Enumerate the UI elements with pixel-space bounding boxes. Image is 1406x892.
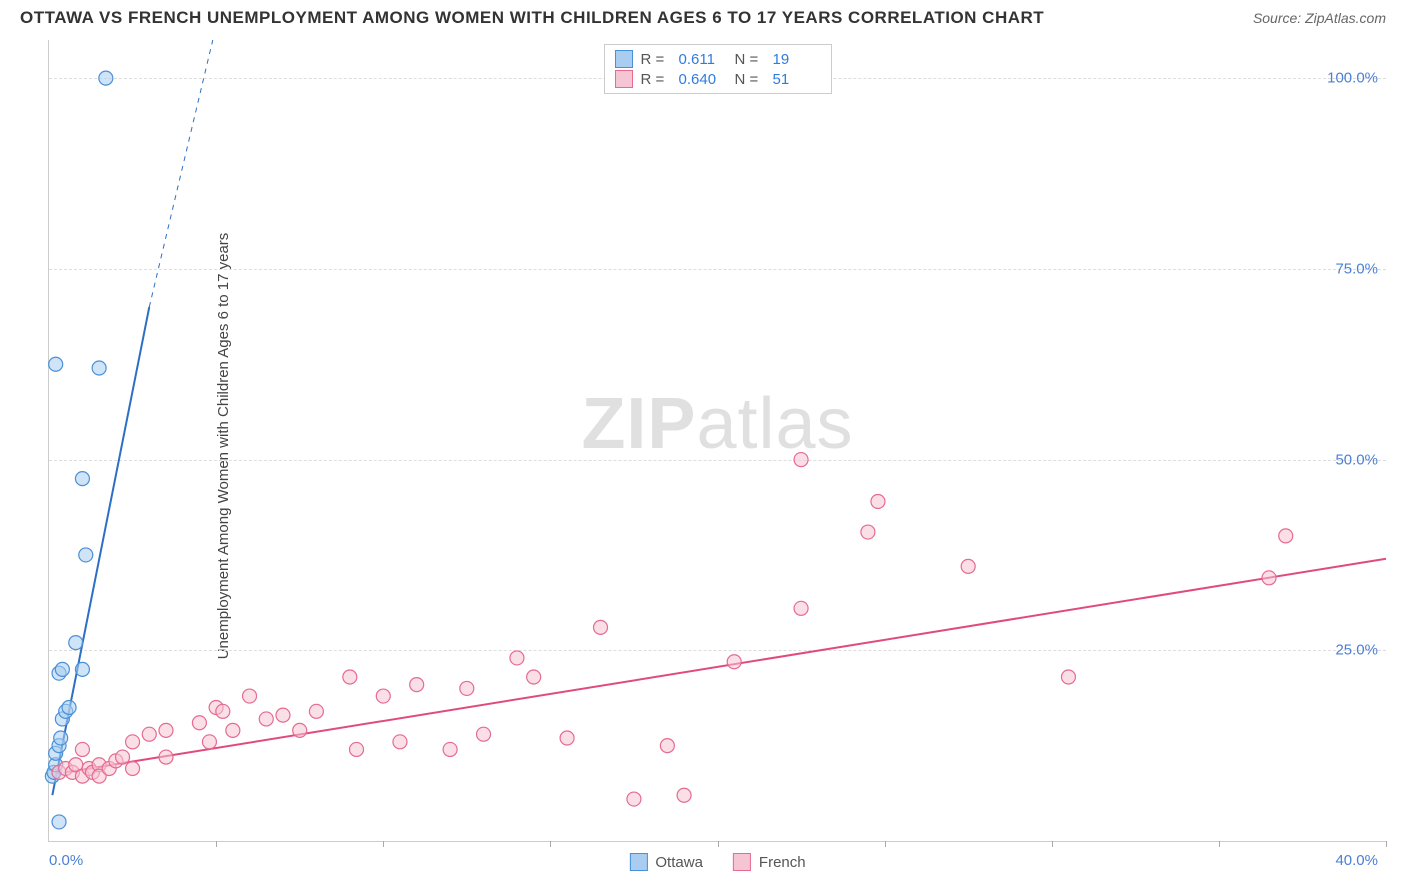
ottawa-data-point <box>75 472 89 486</box>
ottawa-data-point <box>55 662 69 676</box>
x-axis-min-label: 0.0% <box>49 852 83 869</box>
legend-item-ottawa: Ottawa <box>629 853 703 871</box>
x-axis-max-label: 40.0% <box>1335 852 1378 869</box>
french-data-point <box>527 670 541 684</box>
french-data-point <box>393 735 407 749</box>
french-data-point <box>376 689 390 703</box>
ottawa-data-point <box>99 71 113 85</box>
x-tick <box>216 841 217 847</box>
scatter-plot-svg <box>49 40 1386 841</box>
french-data-point <box>560 731 574 745</box>
french-data-point <box>126 762 140 776</box>
french-data-point <box>126 735 140 749</box>
french-data-point <box>794 601 808 615</box>
french-data-point <box>159 750 173 764</box>
x-tick <box>718 841 719 847</box>
french-data-point <box>443 742 457 756</box>
french-data-point <box>627 792 641 806</box>
french-data-point <box>350 742 364 756</box>
ottawa-data-point <box>69 636 83 650</box>
french-data-point <box>660 739 674 753</box>
french-data-point <box>477 727 491 741</box>
chart-plot-area: ZIPatlas 25.0%50.0%75.0%100.0% R = 0.611… <box>48 40 1386 842</box>
french-data-point <box>861 525 875 539</box>
french-data-point <box>75 742 89 756</box>
x-tick <box>550 841 551 847</box>
french-data-point <box>216 704 230 718</box>
french-data-point <box>309 704 323 718</box>
french-data-point <box>343 670 357 684</box>
french-data-point <box>510 651 524 665</box>
chart-title: OTTAWA VS FRENCH UNEMPLOYMENT AMONG WOME… <box>20 8 1044 28</box>
french-data-point <box>961 559 975 573</box>
french-data-point <box>871 495 885 509</box>
french-data-point <box>293 723 307 737</box>
french-data-point <box>159 723 173 737</box>
french-data-point <box>410 678 424 692</box>
x-tick <box>383 841 384 847</box>
source-attribution: Source: ZipAtlas.com <box>1253 10 1386 26</box>
french-data-point <box>259 712 273 726</box>
french-data-point <box>142 727 156 741</box>
ottawa-trend-line-dashed <box>149 40 213 307</box>
french-swatch-icon <box>733 853 751 871</box>
french-data-point <box>727 655 741 669</box>
french-data-point <box>192 716 206 730</box>
french-trend-line <box>66 559 1386 773</box>
x-tick <box>1386 841 1387 847</box>
ottawa-data-point <box>79 548 93 562</box>
french-data-point <box>226 723 240 737</box>
legend-item-french: French <box>733 853 806 871</box>
x-tick <box>885 841 886 847</box>
french-data-point <box>243 689 257 703</box>
x-tick <box>1219 841 1220 847</box>
ottawa-data-point <box>92 361 106 375</box>
ottawa-swatch-icon <box>629 853 647 871</box>
ottawa-data-point <box>49 357 63 371</box>
french-data-point <box>594 620 608 634</box>
french-data-point <box>116 750 130 764</box>
ottawa-data-point <box>52 815 66 829</box>
x-tick <box>1052 841 1053 847</box>
ottawa-data-point <box>75 662 89 676</box>
french-data-point <box>1262 571 1276 585</box>
chart-header: OTTAWA VS FRENCH UNEMPLOYMENT AMONG WOME… <box>0 0 1406 32</box>
french-data-point <box>202 735 216 749</box>
french-data-point <box>460 681 474 695</box>
ottawa-data-point <box>54 731 68 745</box>
french-data-point <box>794 453 808 467</box>
french-data-point <box>677 788 691 802</box>
french-data-point <box>1061 670 1075 684</box>
ottawa-data-point <box>62 701 76 715</box>
series-legend: Ottawa French <box>629 853 805 871</box>
french-data-point <box>1279 529 1293 543</box>
french-data-point <box>276 708 290 722</box>
